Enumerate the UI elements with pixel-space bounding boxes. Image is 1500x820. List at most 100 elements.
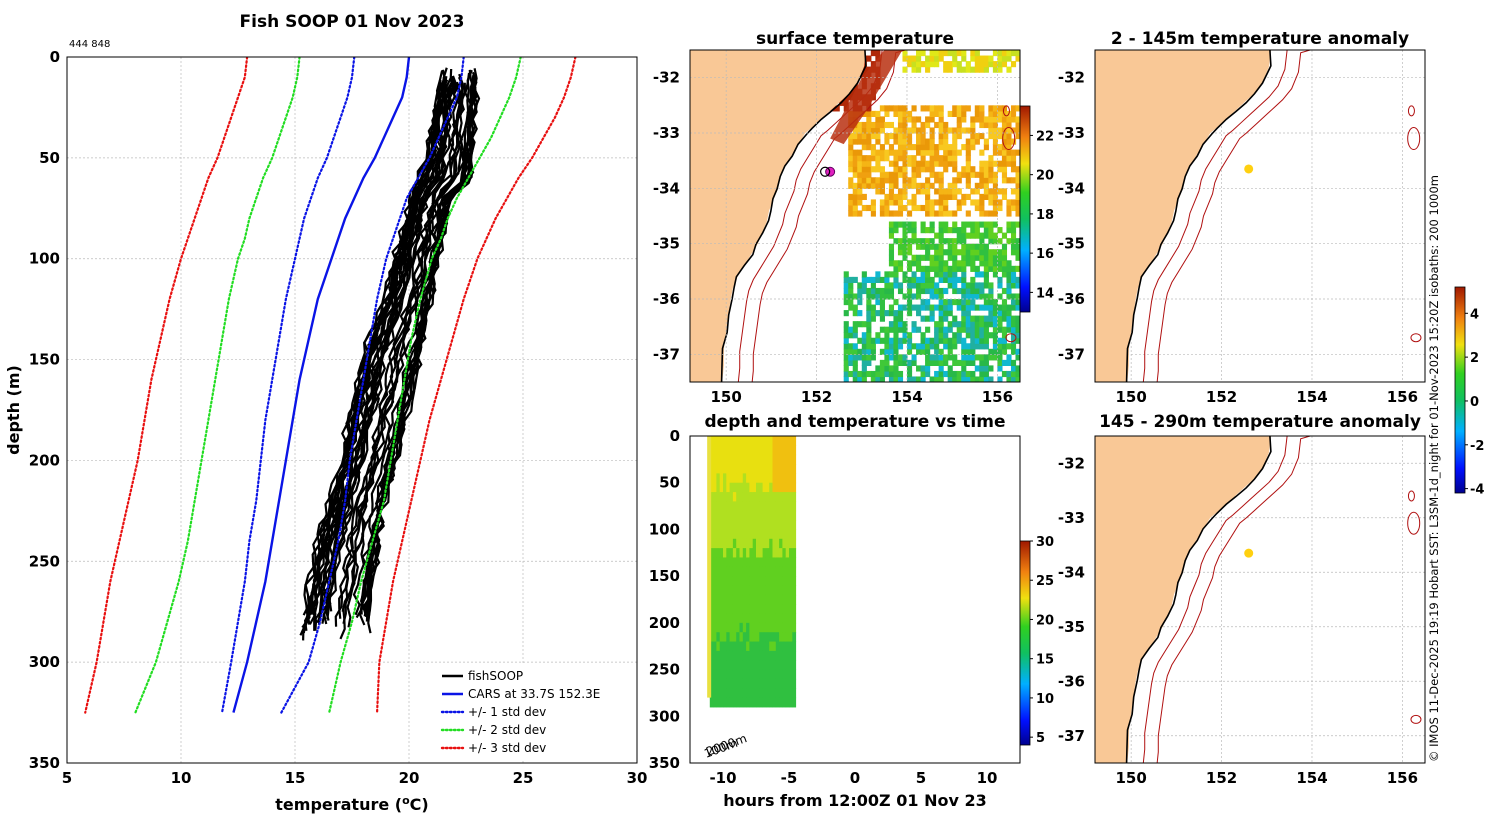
- sst-pixel: [983, 171, 989, 178]
- sst-pixel: [992, 260, 998, 267]
- sst-pixel: [952, 160, 958, 167]
- isobath-200m: [1142, 50, 1289, 382]
- section-cell: [719, 548, 724, 558]
- sst-pixel: [997, 260, 1003, 267]
- map-ytick-label: -33: [653, 124, 680, 142]
- sst-pixel: [1001, 254, 1008, 261]
- sst-pixel: [970, 127, 976, 134]
- section-cell: [739, 613, 744, 624]
- section-cell: [723, 613, 727, 624]
- profile-frame: [66, 56, 638, 764]
- section-cell: [762, 660, 767, 671]
- section-cell: [772, 604, 777, 615]
- section-cell: [723, 473, 727, 484]
- section-cell: [785, 594, 790, 605]
- sst-pixel: [974, 326, 980, 333]
- sst-pixel: [1015, 50, 1020, 57]
- section-cell: [756, 436, 760, 446]
- sst-pixel: [929, 50, 935, 57]
- section-cell: [756, 660, 760, 671]
- section-cell: [713, 660, 717, 671]
- section-cell: [792, 594, 797, 605]
- sst-pixel: [1015, 116, 1020, 123]
- sst-pixel: [965, 249, 971, 256]
- sst-pixel: [943, 238, 949, 245]
- sst-pixel: [1015, 265, 1020, 272]
- sst-pixel: [852, 343, 858, 350]
- sst-pixel: [974, 188, 980, 195]
- section-cell: [769, 529, 773, 540]
- section-cell: [792, 529, 797, 540]
- sst-pixel: [947, 370, 953, 378]
- sst-pixel: [929, 343, 935, 350]
- sst-pixel: [925, 166, 931, 173]
- sst-pixel: [929, 61, 935, 68]
- section-cell: [726, 464, 731, 474]
- sst-pixel: [997, 254, 1003, 261]
- sst-pixel: [1006, 160, 1012, 167]
- section-cell: [736, 464, 740, 474]
- sst-pixel: [934, 155, 940, 162]
- section-cell: [742, 585, 747, 596]
- sst-pixel: [1015, 204, 1020, 212]
- sst-pixel: [947, 61, 953, 68]
- sst-pixel: [979, 66, 985, 73]
- sst-pixel: [956, 249, 962, 256]
- section-cell: [739, 697, 744, 708]
- section-cell: [709, 473, 714, 484]
- sst-pixel: [974, 365, 980, 372]
- sst-pixel: [870, 304, 876, 311]
- sst-pixel: [875, 149, 881, 156]
- sst-pixel: [952, 265, 958, 272]
- section-cell: [772, 454, 777, 465]
- sst-pixel: [992, 304, 998, 311]
- sst-pixel: [983, 343, 989, 350]
- section-cell: [729, 445, 734, 456]
- sst-pixel: [916, 343, 922, 350]
- section-cell: [709, 632, 714, 643]
- section-cell: [719, 604, 724, 615]
- section-cell: [789, 622, 793, 633]
- sst-pixel: [943, 127, 949, 134]
- sst-pixel: [925, 199, 931, 206]
- sst-pixel: [906, 370, 913, 378]
- section-cell: [739, 510, 744, 521]
- sst-pixel: [888, 287, 895, 295]
- sst-pixel: [920, 265, 926, 272]
- section-cell: [709, 650, 714, 661]
- section-cell: [756, 520, 760, 530]
- section-cell: [732, 688, 737, 699]
- sst-pixel: [1020, 332, 1025, 338]
- section-cell: [726, 454, 731, 465]
- sst-pixel: [983, 144, 989, 151]
- sst-pixel: [902, 110, 908, 117]
- section-cell: [719, 688, 724, 699]
- section-cell: [759, 697, 764, 708]
- sst-pixel: [1015, 315, 1020, 322]
- section-cell: [739, 520, 744, 530]
- section-cell: [759, 445, 764, 456]
- sst-pixel: [938, 254, 944, 261]
- sst-pixel: [979, 177, 985, 184]
- seamount-isobath: [1002, 105, 1010, 117]
- sst-pixel: [956, 332, 962, 339]
- sst-pixel: [1015, 370, 1020, 378]
- sst-pixel: [852, 204, 858, 212]
- section-cell: [752, 482, 757, 493]
- section-cell: [775, 520, 780, 530]
- sst-pixel: [1006, 66, 1012, 73]
- sst-pixel: [983, 188, 989, 195]
- section-cell: [719, 660, 724, 671]
- section-cell: [732, 632, 737, 643]
- sst-pixel: [884, 287, 890, 295]
- section-cell: [723, 650, 727, 661]
- sst-pixel: [952, 193, 958, 200]
- section-cell: [762, 622, 767, 633]
- sst-pixel: [879, 199, 885, 206]
- section-cell: [759, 464, 764, 474]
- sst-pixel: [1001, 287, 1008, 295]
- sst-pixel: [1010, 343, 1017, 350]
- sst-pixel: [929, 310, 935, 317]
- section-cell: [769, 650, 773, 661]
- sst-pixel: [974, 337, 980, 344]
